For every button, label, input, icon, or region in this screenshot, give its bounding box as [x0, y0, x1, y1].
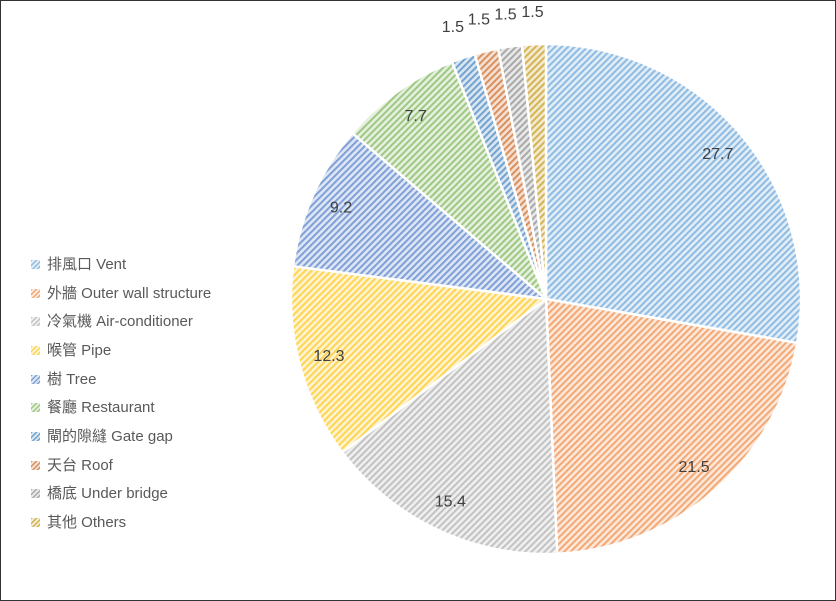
legend-swatch-icon — [31, 345, 40, 355]
legend: 排風口 Vent 外牆 Outer wall structure 冷氣機 Air… — [31, 250, 211, 537]
data-label-3: 12.3 — [313, 348, 344, 365]
legend-swatch-icon — [31, 317, 40, 327]
legend-item-label: 餐廳 Restaurant — [47, 399, 155, 417]
pie-slice-1 — [544, 297, 799, 555]
data-label-9: 1.5 — [521, 4, 543, 21]
legend-item-label: 其他 Others — [47, 514, 127, 532]
pie-slice-2 — [341, 297, 559, 556]
legend-item: 外牆 Outer wall structure — [31, 279, 211, 308]
legend-swatch-icon — [31, 431, 40, 441]
legend-swatch-icon — [31, 403, 40, 413]
data-label-1: 21.5 — [679, 459, 710, 476]
data-label-8: 1.5 — [494, 7, 516, 24]
legend-item: 樹 Tree — [31, 365, 211, 394]
legend-swatch-icon — [31, 288, 40, 298]
legend-item-label: 天台 Roof — [47, 456, 113, 474]
legend-item: 天台 Roof — [31, 451, 211, 480]
legend-item-label: 橋底 Under bridge — [47, 485, 168, 503]
pie-slice-0 — [544, 42, 803, 345]
legend-item: 閘的隙縫 Gate gap — [31, 422, 211, 451]
legend-item: 冷氣機 Air-conditioner — [31, 307, 211, 336]
pie-slice-5 — [351, 60, 548, 301]
legend-swatch-icon — [31, 460, 40, 470]
legend-item-label: 排風口 Vent — [47, 255, 127, 273]
pie-slice-4 — [291, 131, 548, 301]
data-label-5: 7.7 — [404, 108, 426, 125]
legend-item-label: 樹 Tree — [47, 370, 97, 388]
legend-item-label: 閘的隙縫 Gate gap — [47, 427, 173, 445]
legend-item-label: 冷氣機 Air-conditioner — [47, 313, 193, 331]
legend-swatch-icon — [31, 374, 40, 384]
legend-item: 餐廳 Restaurant — [31, 393, 211, 422]
legend-swatch-icon — [31, 259, 40, 269]
legend-item: 其他 Others — [31, 508, 211, 537]
legend-item: 排風口 Vent — [31, 250, 211, 279]
data-label-7: 1.5 — [468, 12, 490, 29]
legend-swatch-icon — [31, 518, 40, 528]
pie-slice-9 — [520, 42, 548, 301]
legend-item: 橋底 Under bridge — [31, 480, 211, 509]
data-label-6: 1.5 — [442, 19, 464, 36]
data-label-4: 9.2 — [330, 199, 352, 216]
legend-item: 喉管 Pipe — [31, 336, 211, 365]
data-label-2: 15.4 — [435, 494, 466, 511]
data-label-0: 27.7 — [702, 146, 733, 163]
legend-item-label: 外牆 Outer wall structure — [47, 284, 212, 302]
legend-item-label: 喉管 Pipe — [47, 341, 112, 359]
pie-slice-3 — [289, 264, 548, 454]
legend-swatch-icon — [31, 489, 40, 499]
